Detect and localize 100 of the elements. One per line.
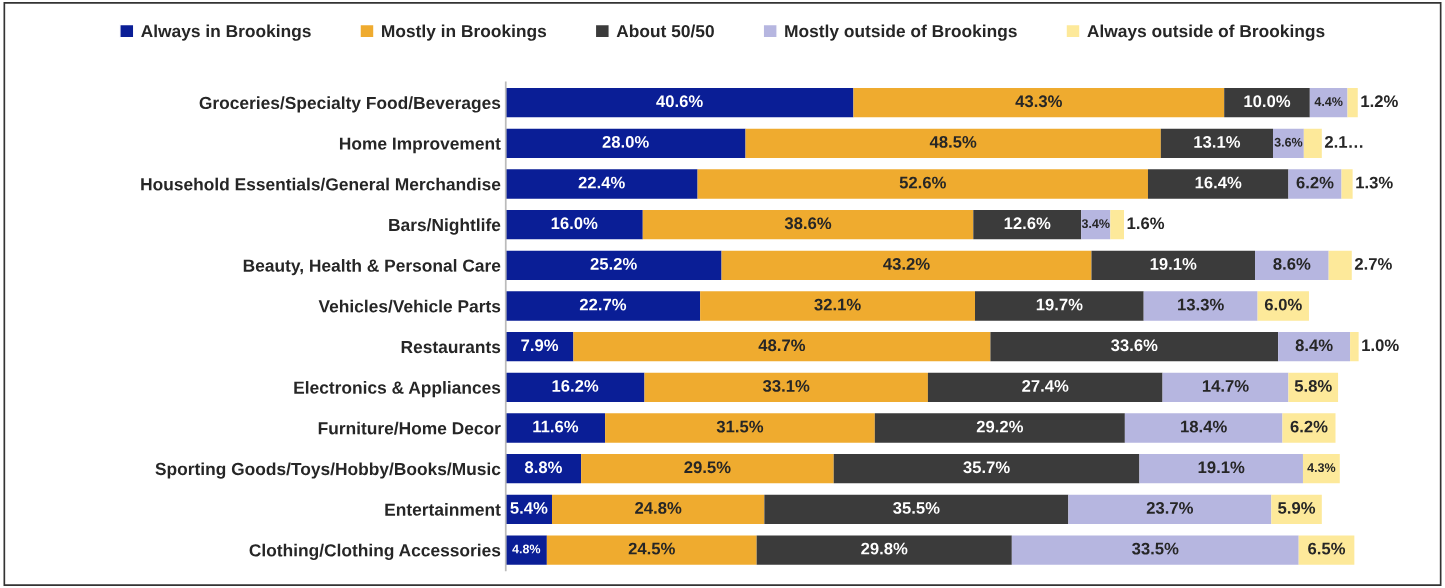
bar (644, 372, 928, 402)
bar (1288, 169, 1342, 199)
bar (1224, 88, 1310, 118)
bar (700, 291, 976, 321)
data-label: 24.5% (628, 542, 675, 555)
data-label: 28.0% (602, 136, 649, 148)
bar (1068, 494, 1272, 524)
bar (642, 210, 974, 240)
data-label: 19.1% (1198, 461, 1245, 474)
bar (1350, 332, 1359, 362)
data-label: 8.6% (1273, 258, 1311, 270)
bar (1143, 291, 1258, 321)
bar (1110, 210, 1124, 240)
data-label: 6.0% (1264, 298, 1302, 311)
data-label: 12.6% (1004, 217, 1051, 230)
bar (505, 169, 698, 199)
bar (990, 332, 1279, 362)
data-label: 22.4% (578, 176, 625, 189)
data-label: 1.3% (1356, 176, 1393, 189)
data-label: 22.7% (579, 298, 627, 311)
data-label: 3.6% (1274, 137, 1303, 147)
data-label: 31.5% (716, 420, 764, 433)
y-tick-label: Furniture/Home Decor (318, 421, 501, 435)
bar (1298, 535, 1355, 565)
data-label: 40.6% (656, 95, 703, 108)
bar (546, 535, 757, 565)
data-label: 6.2% (1296, 176, 1334, 189)
bar (1347, 88, 1358, 118)
y-tick-label: Entertainment (385, 503, 501, 516)
data-label: 16.4% (1195, 176, 1242, 189)
data-label: 16.2% (552, 380, 599, 392)
bar (505, 250, 722, 280)
data-label: 2.7% (1354, 258, 1392, 270)
data-label: 33.6% (1111, 339, 1158, 352)
data-label: 29.2% (976, 420, 1024, 433)
data-label: 7.9% (521, 339, 559, 352)
bar (605, 413, 875, 443)
y-tick-label: Bars/Nightlife (389, 218, 501, 235)
data-label: 8.8% (524, 461, 562, 474)
data-label: 35.7% (963, 461, 1010, 474)
data-label: 6.5% (1308, 542, 1346, 555)
data-label: 4.3% (1307, 463, 1336, 473)
data-label: 16.0% (551, 217, 598, 230)
data-label: 33.5% (1132, 542, 1179, 555)
bar (1162, 372, 1289, 402)
bar (1257, 291, 1309, 321)
y-tick-label: Clothing/Clothing Accessories (249, 543, 501, 560)
data-label: 43.2% (883, 258, 930, 270)
bar (1091, 250, 1256, 280)
bar (581, 454, 834, 484)
data-label: 48.7% (758, 339, 806, 352)
bar (505, 88, 854, 118)
data-label: 10.0% (1244, 95, 1291, 108)
bar (505, 413, 606, 443)
bar (853, 88, 1225, 118)
data-label: 48.5% (929, 136, 977, 148)
bar (505, 210, 643, 240)
bar (973, 210, 1082, 240)
data-label: 19.1% (1150, 258, 1197, 270)
data-label: 1.2% (1361, 95, 1398, 108)
data-label: 2.1… (1324, 136, 1363, 148)
bar (1255, 250, 1329, 280)
bar (505, 372, 645, 402)
bar (505, 535, 547, 565)
data-label: 11.6% (533, 420, 579, 433)
bar (1124, 413, 1283, 443)
data-label: 25.2% (590, 258, 637, 270)
data-label: 32.1% (814, 298, 861, 311)
bar (1139, 454, 1303, 484)
bar (874, 413, 1125, 443)
data-label: 29.5% (684, 461, 731, 474)
legend-label: About 50/50 (616, 24, 714, 38)
y-tick-label: Vehicles/Vehicle Parts (318, 299, 501, 313)
data-label: 33.1% (762, 380, 810, 392)
data-label: 3.4% (1081, 219, 1110, 229)
data-label: 35.5% (893, 502, 940, 514)
bar (1328, 250, 1352, 280)
bar (745, 128, 1161, 158)
data-label: 43.3% (1015, 95, 1062, 108)
bar (1303, 128, 1322, 158)
bar (1147, 169, 1289, 199)
data-label: 29.8% (861, 542, 908, 555)
bar (697, 169, 1148, 199)
legend-label: Mostly outside of Brookings (785, 24, 1017, 41)
y-tick-label: Electronics & Appliances (294, 381, 501, 398)
data-label: 6.2% (1290, 420, 1328, 433)
bar (1282, 413, 1336, 443)
data-label: 5.4% (510, 502, 548, 514)
legend-label: Always outside of Brookings (1087, 24, 1325, 41)
bar (1302, 454, 1340, 484)
data-label: 1.0% (1362, 339, 1399, 352)
data-label: 5.9% (1278, 502, 1316, 514)
bar (505, 291, 701, 321)
bar (721, 250, 1092, 280)
bar (1160, 128, 1273, 158)
data-label: 13.3% (1178, 298, 1224, 311)
data-label: 13.1% (1194, 136, 1241, 148)
data-label: 38.6% (784, 217, 832, 230)
bar (551, 494, 765, 524)
legend-label: Always in Brookings (141, 24, 311, 41)
